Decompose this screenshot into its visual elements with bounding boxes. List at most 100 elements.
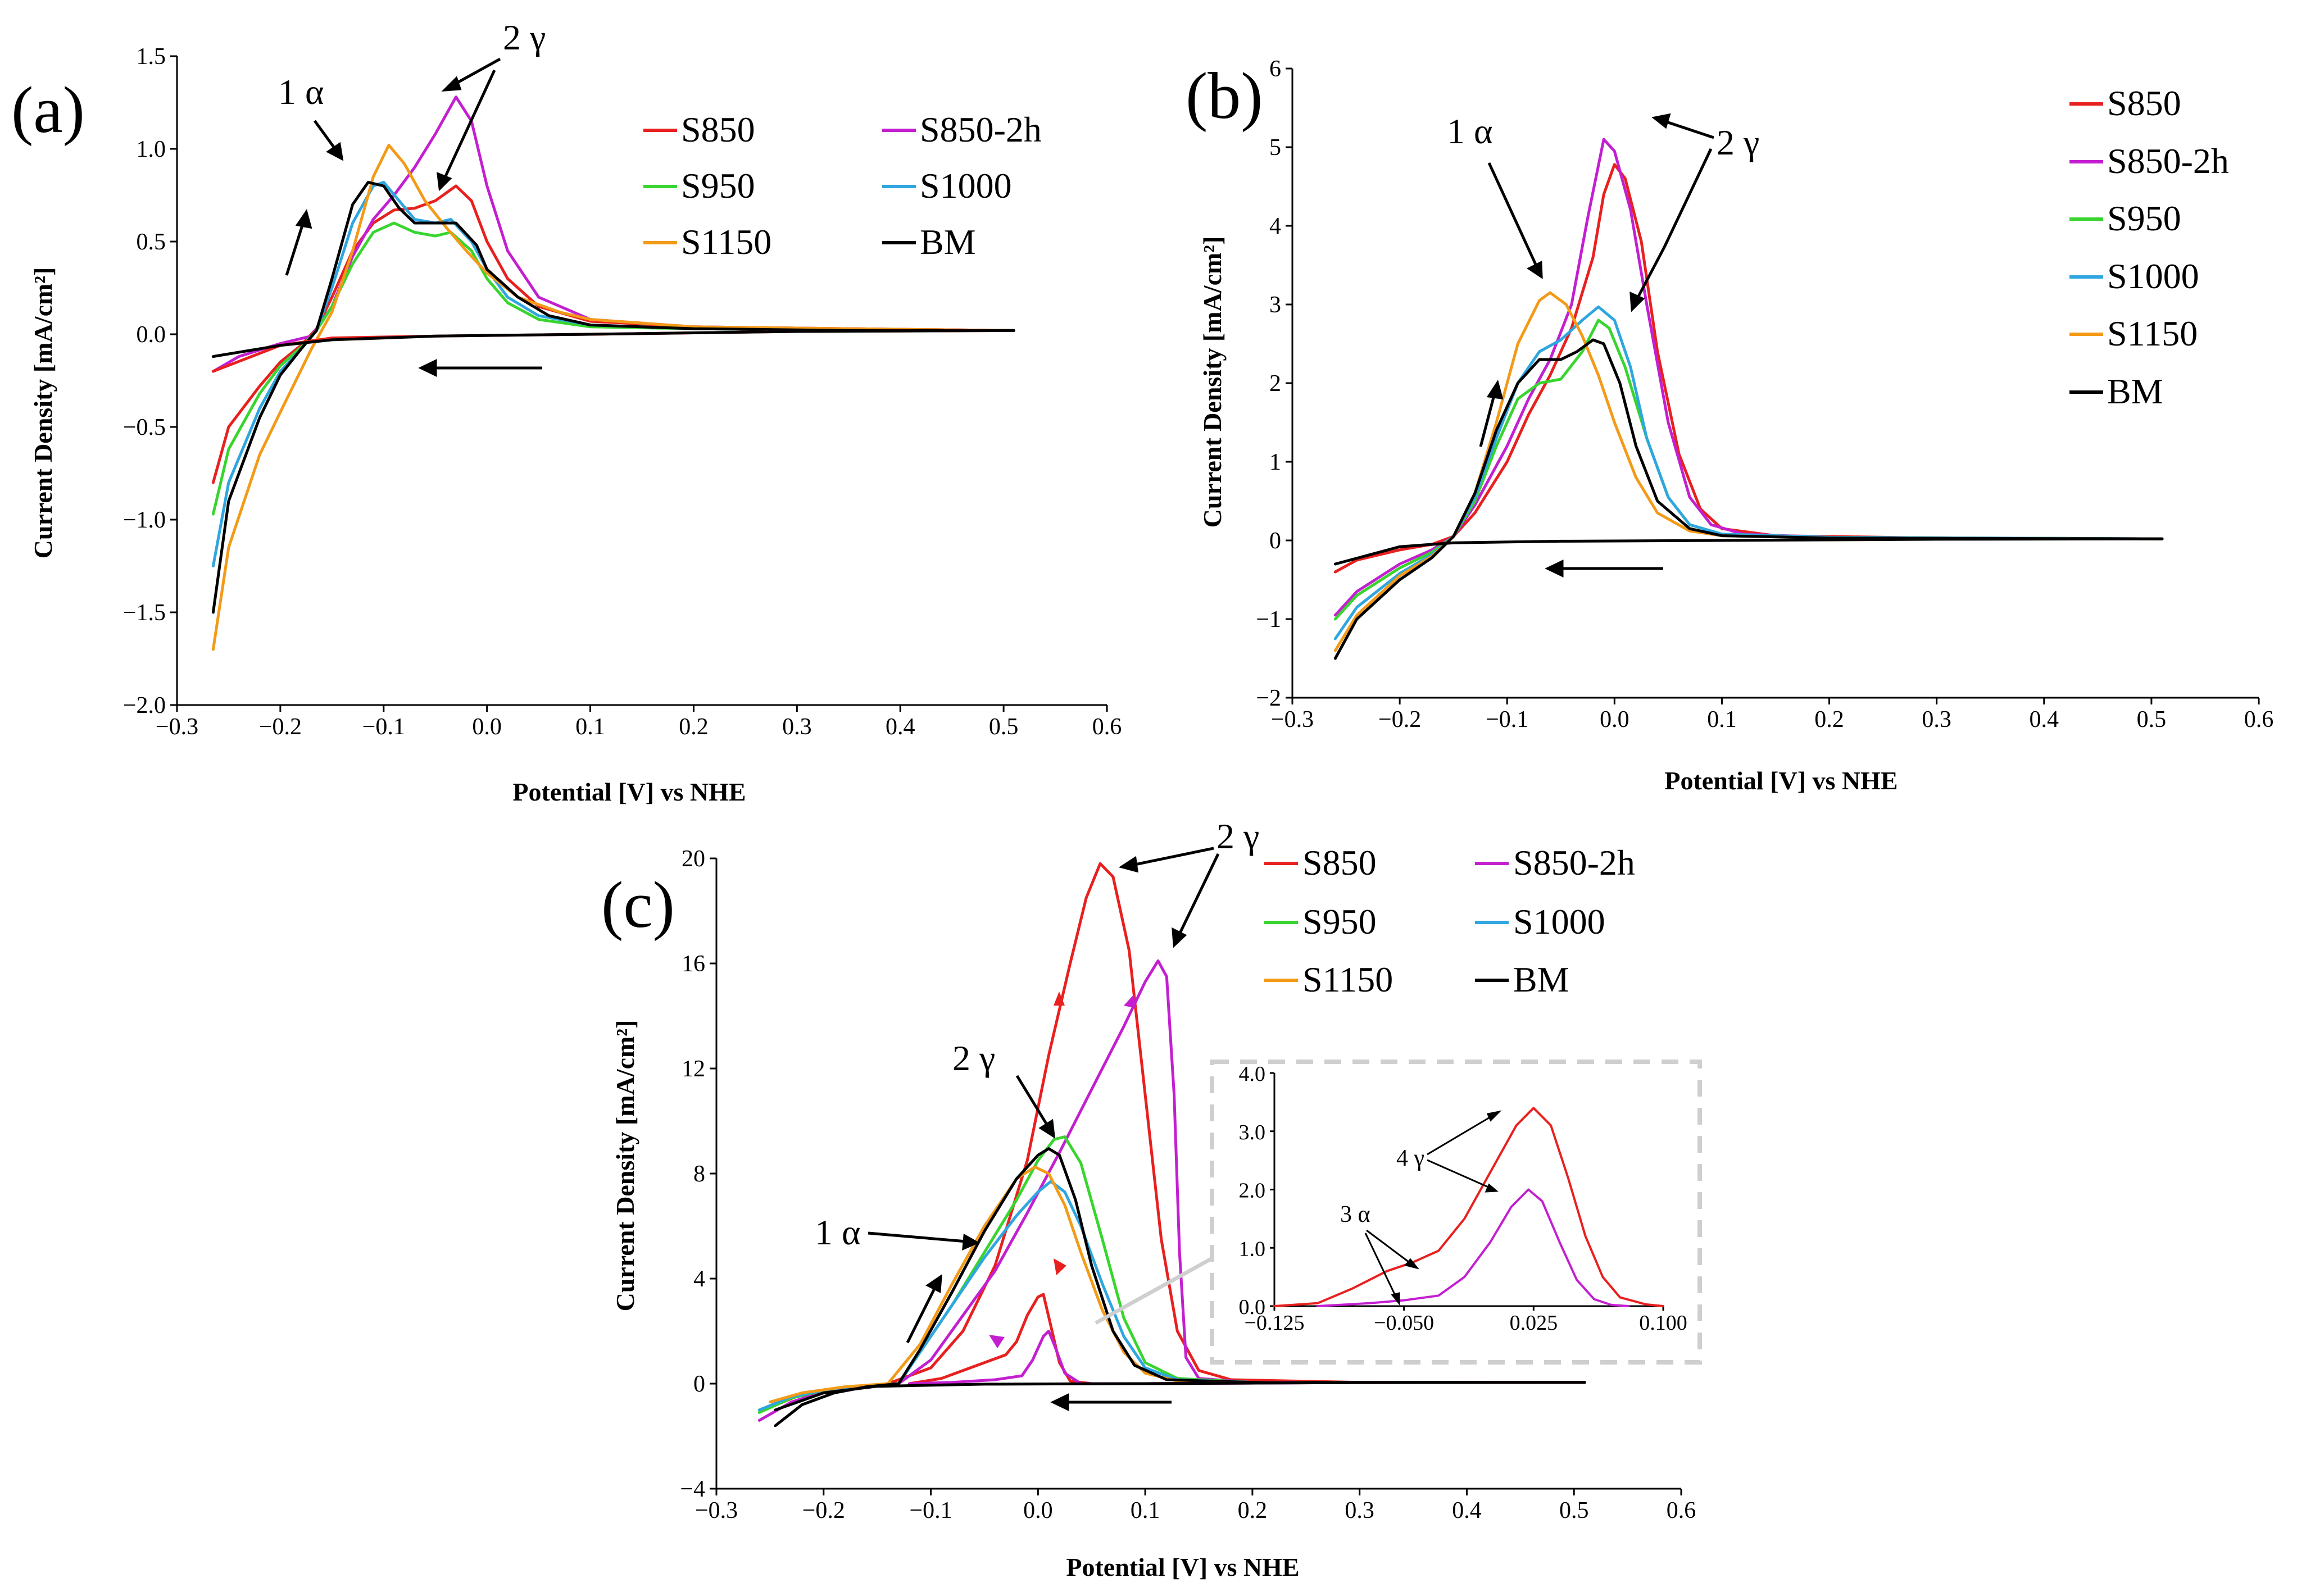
arrowhead bbox=[1485, 1183, 1499, 1193]
arrow bbox=[906, 1285, 937, 1344]
x-tick-label: −0.2 bbox=[259, 714, 302, 740]
arrowhead bbox=[1118, 856, 1138, 873]
y-tick-label: 3.0 bbox=[1239, 1121, 1266, 1144]
x-tick-label: −0.3 bbox=[156, 714, 198, 740]
y-tick-label: 1 bbox=[1269, 449, 1281, 475]
x-tick-label: 0.100 bbox=[1639, 1311, 1687, 1335]
legend-c: S850 S850-2h S950 S1000 S1150 BM bbox=[1264, 843, 1635, 999]
x-tick-label: 0.6 bbox=[1667, 1498, 1696, 1524]
x-tick-label: 0.1 bbox=[1131, 1498, 1160, 1524]
legend-label: S1150 bbox=[1302, 960, 1393, 999]
arrowhead bbox=[1527, 261, 1543, 279]
panel-label-b: (b) bbox=[1186, 59, 1263, 133]
inset-annotation-3-alpha: 3 α bbox=[1340, 1202, 1370, 1227]
legend-label: BM bbox=[920, 222, 976, 262]
y-tick-label: 12 bbox=[682, 1056, 705, 1082]
direction-marker bbox=[989, 1335, 1005, 1348]
x-tick-label: 0.3 bbox=[1345, 1498, 1374, 1524]
x-tick-label: 0.4 bbox=[1452, 1498, 1482, 1524]
series-line-BM bbox=[1333, 338, 2164, 660]
legend-label: S1150 bbox=[2107, 313, 2198, 353]
legend-label: S1000 bbox=[920, 166, 1012, 206]
x-tick-label: 0.5 bbox=[1559, 1498, 1589, 1524]
series-line-S950 bbox=[1333, 319, 2164, 621]
arrowhead bbox=[1545, 560, 1564, 578]
arrowhead bbox=[925, 1274, 942, 1293]
annotation-2-gamma-b: 2 γ bbox=[1717, 122, 1759, 162]
y-tick-label: 0 bbox=[1269, 528, 1281, 554]
axes-a: −2.0 −1.5 −1.0 −0.5 0.0 0.5 1.0 1.5 −0.3 −0.2 −0.1… bbox=[123, 44, 1122, 740]
arrowhead bbox=[1391, 1292, 1400, 1306]
inset-c: 0.0 1.0 2.0 3.0 4.0 −0.125 −0.050 0.025 0.100 3 … bbox=[1210, 1060, 1702, 1365]
series-line-BM-reverse bbox=[774, 1381, 1586, 1412]
arrowhead bbox=[1651, 113, 1671, 129]
x-tick-label: −0.050 bbox=[1374, 1311, 1434, 1335]
panel-a: (a) Potential [V] vs NHE Current Density… bbox=[11, 17, 1122, 806]
legend-label: S950 bbox=[681, 166, 755, 206]
y-tick-label: 0 bbox=[693, 1371, 705, 1397]
series-line-S850-reverse bbox=[211, 329, 1015, 373]
legend-label: S1150 bbox=[681, 222, 771, 262]
plot-lines-b bbox=[1333, 138, 2164, 660]
arrow bbox=[1177, 853, 1220, 936]
x-tick-label: 0.025 bbox=[1510, 1311, 1558, 1335]
legend-label: S950 bbox=[1302, 902, 1377, 942]
arrowhead bbox=[418, 359, 437, 377]
inset-annotation-4-gamma: 4 γ bbox=[1396, 1145, 1424, 1171]
y-tick-label: −2.0 bbox=[123, 693, 166, 719]
plot-lines-a bbox=[211, 96, 1015, 651]
inset-plot-lines bbox=[1273, 1107, 1664, 1307]
x-tick-label: −0.2 bbox=[802, 1498, 845, 1524]
arrow bbox=[1364, 1233, 1397, 1298]
arrow bbox=[313, 120, 339, 153]
legend-a: S850 S850-2h S950 S1000 S1150 BM bbox=[643, 110, 1042, 262]
x-axis-title-b: Potential [V] vs NHE bbox=[1664, 766, 1898, 795]
inset-border bbox=[1210, 1060, 1702, 1365]
series-line-S1150 bbox=[211, 143, 1015, 651]
x-tick-label: −0.1 bbox=[1486, 707, 1528, 733]
y-tick-label: 4 bbox=[1269, 213, 1281, 239]
legend-label: S850 bbox=[2107, 83, 2181, 123]
y-tick-label: 6 bbox=[1269, 56, 1281, 82]
arrow bbox=[1663, 148, 1713, 248]
series-line-BM bbox=[211, 180, 1015, 614]
y-tick-label: −2 bbox=[1256, 685, 1281, 711]
arrow bbox=[1427, 1114, 1494, 1156]
x-tick-label: 0.0 bbox=[1023, 1498, 1053, 1524]
series-line-S850-2h bbox=[1316, 1188, 1630, 1307]
panel-b: (b) Potential [V] vs NHE Current Density… bbox=[1186, 56, 2273, 795]
panel-label-a: (a) bbox=[11, 73, 85, 147]
x-tick-label: −0.125 bbox=[1245, 1311, 1305, 1335]
x-tick-label: 0.0 bbox=[1600, 707, 1629, 733]
x-tick-label: −0.1 bbox=[362, 714, 405, 740]
panel-label-c: (c) bbox=[601, 868, 675, 942]
y-tick-label: 4.0 bbox=[1239, 1062, 1266, 1086]
annotation-1-alpha-a: 1 α bbox=[278, 72, 324, 112]
arrow bbox=[285, 221, 305, 276]
y-tick-label: 2.0 bbox=[1239, 1179, 1266, 1203]
legend-label: S850-2h bbox=[1513, 843, 1635, 883]
arrowhead bbox=[1050, 1393, 1069, 1411]
arrow bbox=[442, 69, 496, 181]
series-line-S1150 bbox=[1333, 291, 2164, 652]
arrow bbox=[1015, 1075, 1050, 1127]
inset-annotation-arrows bbox=[1364, 1110, 1502, 1306]
y-tick-label: 3 bbox=[1269, 292, 1281, 318]
annotation-arrows-a bbox=[285, 57, 542, 377]
x-tick-label: 0.3 bbox=[782, 714, 812, 740]
y-tick-label: −0.5 bbox=[123, 415, 166, 440]
annotation-1-alpha-b: 1 α bbox=[1447, 111, 1493, 151]
y-tick-label: 0.5 bbox=[137, 229, 166, 255]
y-tick-label: 0.0 bbox=[1239, 1295, 1266, 1319]
x-tick-label: 0.1 bbox=[1707, 707, 1737, 733]
axes-b: −2 −1 0 1 2 3 4 5 6 −0.3 −0.2 −0.1 0.0 0.1 0.2 0.3 0.4 0.… bbox=[1256, 56, 2273, 733]
x-tick-label: 0.5 bbox=[989, 714, 1019, 740]
x-tick-label: 0.2 bbox=[1814, 707, 1844, 733]
y-tick-label: −1.5 bbox=[123, 600, 166, 626]
direction-marker bbox=[1054, 1258, 1066, 1275]
x-tick-label: 0.1 bbox=[575, 714, 605, 740]
x-tick-label: 0.3 bbox=[1922, 707, 1951, 733]
x-axis-title-c: Potential [V] vs NHE bbox=[1066, 1553, 1299, 1581]
annotation-1-alpha-c: 1 α bbox=[815, 1212, 861, 1252]
